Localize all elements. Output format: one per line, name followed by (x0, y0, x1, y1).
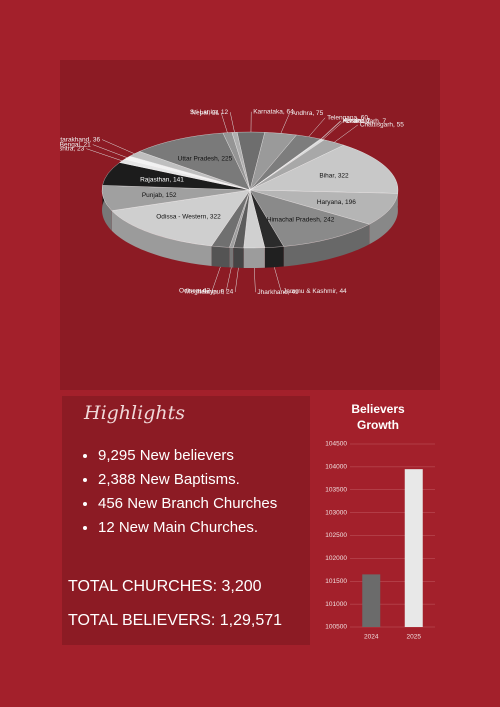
slice-side (229, 247, 234, 268)
slice (249, 189, 370, 247)
data-label: Meghalaya, 9 (185, 288, 224, 295)
slice-side (111, 210, 212, 267)
data-label: Assam, 1 (343, 118, 370, 125)
data-label: Manipur, 24 (199, 289, 233, 296)
data-label: Kerala , 2 (343, 118, 371, 125)
y-tick-label: 102000 (325, 555, 347, 562)
x-tick-label: 2024 (364, 634, 379, 641)
data-label: Odissa, 42 (179, 287, 210, 294)
y-tick-label: 103500 (325, 486, 347, 493)
highlight-item: 456 New Branch Churches (98, 494, 308, 514)
data-label: Jammu & Kashmir, 44 (283, 288, 347, 295)
slice-side (102, 185, 112, 231)
leader-line (280, 113, 290, 134)
slice-side (243, 247, 265, 268)
y-tick-label: 104500 (325, 441, 347, 448)
data-label: Karnataka, 64 (253, 108, 294, 115)
leader-line (86, 148, 123, 162)
data-label: Punjab, 152 (142, 192, 177, 199)
y-tick-label: 101500 (325, 578, 347, 585)
chart-title: Believers Growth (351, 402, 405, 432)
data-label: Bihar, 322 (319, 172, 349, 179)
slice (111, 189, 251, 247)
slice (249, 144, 399, 194)
data-label: Odissa - Western, 322 (156, 213, 221, 220)
leader-line (308, 117, 326, 137)
leader-line (321, 120, 342, 140)
total: TOTAL CHURCHES: 3,200 (68, 578, 262, 595)
data-label: Uttar Pradesh, 225 (178, 155, 233, 162)
slice-side (369, 193, 398, 245)
leader-line (253, 267, 256, 293)
data-label: Maharashtra, 23 (60, 145, 85, 152)
data-label: Andhra, 75 (291, 110, 323, 117)
slice-side (264, 246, 284, 268)
data-label: Chattisgarh, 55 (360, 122, 404, 129)
leader-line (234, 267, 239, 293)
leader-line (322, 121, 344, 140)
leader-line (92, 144, 128, 158)
data-label: Himachal Pradesh, 242 (267, 217, 335, 224)
data-label: Rajasthan, 141 (140, 177, 184, 184)
data-label: Jharkhand, 49 (257, 289, 299, 296)
slice-side (211, 246, 230, 268)
leader-line (274, 267, 282, 292)
x-tick-label: 2025 (407, 634, 422, 641)
y-tick-label: 102500 (325, 532, 347, 539)
leader-line (225, 267, 232, 292)
slice-side (283, 224, 370, 267)
leader-line (320, 120, 341, 140)
highlights: Highlights 9,295 New believers 2,388 New… (62, 396, 310, 645)
leader-line (211, 266, 221, 291)
pie-panel: Karnataka, 64 Andhra, 75 Telengana, 60 Kera… (37, 60, 440, 390)
data-label: Sri Lanka, 12 (190, 109, 229, 116)
data-label: Telengana, 60 (327, 115, 368, 122)
y-tick-label: 101000 (325, 601, 347, 608)
highlight-item: 12 New Main Churches. (98, 518, 308, 538)
leader-line (220, 112, 228, 133)
slice (249, 189, 398, 225)
slice-side (233, 247, 244, 268)
highlight-list: 9,295 New believers 2,388 New Baptisms. … (80, 446, 308, 542)
data-label: Haryana, 196 (317, 199, 356, 206)
y-tick-label: 103000 (325, 509, 347, 516)
highlights-title: Highlights (84, 402, 185, 424)
data-label: Chandigarh, 7 (345, 118, 386, 125)
leader-line (229, 112, 235, 133)
leader-line (102, 139, 135, 154)
bar (362, 574, 381, 627)
bar (404, 469, 423, 627)
leader-line (334, 124, 358, 143)
bar-chart: Believers Growth 100500 101000 101500 102000 1… (325, 402, 435, 641)
data-label: Uttarakhand, 36 (60, 136, 100, 143)
highlight-item: 2,388 New Baptisms. (98, 470, 308, 490)
y-tick-label: 100500 (325, 624, 347, 631)
highlight-item: 9,295 New believers (98, 446, 308, 466)
slice (139, 132, 251, 191)
data-label: West Bengal, 21 (60, 141, 91, 148)
data-label: Nepal, 21 (191, 109, 219, 116)
total: TOTAL BELIEVERS: 1,29,571 (68, 612, 283, 629)
y-tick-label: 104000 (325, 464, 347, 471)
